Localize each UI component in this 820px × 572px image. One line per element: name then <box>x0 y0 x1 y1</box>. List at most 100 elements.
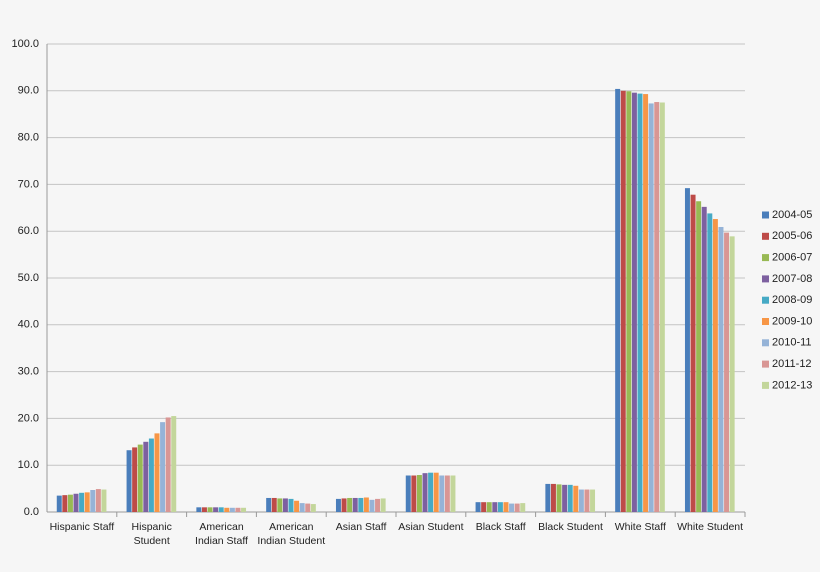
bar <box>486 502 492 512</box>
bar <box>218 507 224 512</box>
y-tick-label: 80.0 <box>18 132 39 144</box>
bar <box>341 498 347 512</box>
bar <box>171 416 177 512</box>
bar <box>411 475 417 512</box>
bar <box>481 502 487 512</box>
bar <box>137 444 143 512</box>
bar <box>637 93 643 512</box>
bar <box>584 489 590 512</box>
bar <box>213 507 219 512</box>
bar <box>520 503 526 512</box>
x-tick-label: Hispanic Student <box>131 521 172 547</box>
x-tick-label: White Student <box>677 521 744 533</box>
bar <box>416 475 422 512</box>
bar <box>567 484 573 512</box>
y-tick-label: 20.0 <box>18 412 39 424</box>
y-tick-label: 30.0 <box>18 366 39 378</box>
bar <box>363 497 369 512</box>
bar <box>475 502 481 512</box>
bar <box>450 475 456 512</box>
bar <box>422 473 428 512</box>
bar <box>545 483 551 512</box>
bar <box>229 507 235 512</box>
bar <box>573 485 579 512</box>
x-tick-label: Black Staff <box>475 521 526 533</box>
legend-label: 2006-07 <box>772 252 812 264</box>
bar <box>143 441 149 512</box>
bar <box>375 498 381 512</box>
legend-label: 2012-13 <box>772 379 812 391</box>
bar <box>556 484 562 512</box>
legend-label: 2010-11 <box>772 337 812 349</box>
bar <box>497 502 503 512</box>
y-tick-label: 50.0 <box>18 272 39 284</box>
legend-swatch <box>762 318 769 325</box>
bar <box>578 489 584 512</box>
bar <box>305 503 311 512</box>
bar <box>684 188 690 513</box>
bar <box>84 492 90 512</box>
bar <box>643 94 649 513</box>
legend-swatch <box>762 381 769 389</box>
bar <box>282 498 288 512</box>
bar <box>132 447 138 512</box>
bar <box>550 483 556 512</box>
bar <box>514 503 520 512</box>
bar <box>503 502 509 512</box>
legend-label: 2004-05 <box>772 209 812 221</box>
bar <box>288 498 294 512</box>
legend-label: 2005-06 <box>772 230 812 242</box>
x-tick-label: American Indian Staff <box>195 521 248 547</box>
bar <box>266 497 272 512</box>
legend-swatch <box>762 232 769 240</box>
bar <box>562 484 568 512</box>
bar <box>405 475 411 512</box>
legend-swatch <box>762 339 769 347</box>
bar <box>271 497 277 512</box>
bar <box>439 475 445 512</box>
bar <box>299 503 305 512</box>
x-tick-label: Asian Student <box>398 521 464 533</box>
bar <box>701 206 707 512</box>
bar <box>712 219 718 513</box>
bar <box>56 495 62 512</box>
bar <box>707 213 713 512</box>
bar <box>196 507 202 512</box>
x-tick-label: Hispanic Staff <box>49 521 115 533</box>
bar <box>690 194 696 513</box>
bar <box>626 91 632 512</box>
bar <box>310 504 316 512</box>
bar <box>294 500 300 512</box>
legend-swatch <box>762 254 769 262</box>
bar <box>67 494 73 512</box>
y-tick-label: 0.0 <box>24 506 39 518</box>
x-tick-label: Asian Staff <box>335 521 387 533</box>
bar <box>126 450 132 512</box>
y-tick-label: 10.0 <box>18 459 39 471</box>
bar <box>590 489 596 512</box>
bar <box>165 417 171 512</box>
bar <box>380 498 386 512</box>
bar <box>492 502 498 512</box>
bar <box>148 438 154 512</box>
legend-swatch <box>762 296 769 304</box>
y-tick-label: 90.0 <box>18 85 39 97</box>
bar <box>631 92 637 512</box>
x-tick-label: American Indian Student <box>257 521 326 547</box>
bar <box>696 201 702 513</box>
bar <box>433 472 439 512</box>
bar <box>79 492 85 512</box>
bar <box>62 495 68 512</box>
legend-swatch <box>762 275 769 283</box>
bar <box>724 232 730 512</box>
bar <box>101 489 107 512</box>
legend-swatch <box>762 360 769 368</box>
bar <box>201 507 207 512</box>
bar <box>207 507 213 512</box>
bar <box>509 503 515 512</box>
bar <box>358 497 364 512</box>
legend-label: 2008-09 <box>772 294 812 306</box>
legend-label: 2007-08 <box>772 273 812 285</box>
x-tick-label: White Staff <box>614 521 666 533</box>
